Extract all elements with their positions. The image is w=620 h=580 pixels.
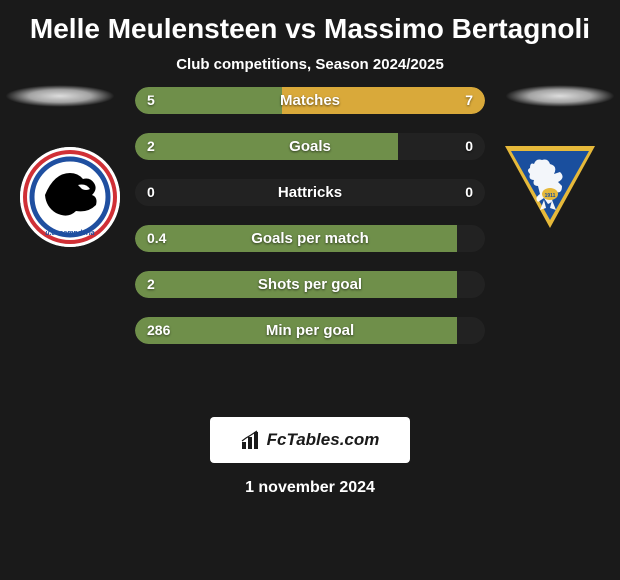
comparison-body: u.c. sampdoria 1911 5Matches72Goals00Hat… bbox=[0, 87, 620, 387]
stats-column: 5Matches72Goals00Hattricks00.4Goals per … bbox=[135, 87, 485, 344]
stat-row: 2Goals0 bbox=[135, 133, 485, 160]
footer-brand-badge: FcTables.com bbox=[210, 417, 410, 463]
stat-value-left: 0 bbox=[147, 184, 155, 200]
stat-value-left: 2 bbox=[147, 276, 155, 292]
stat-label: Min per goal bbox=[135, 322, 485, 339]
fctables-bars-icon bbox=[241, 430, 263, 450]
left-team-logo: u.c. sampdoria bbox=[20, 147, 120, 247]
svg-text:u.c. sampdoria: u.c. sampdoria bbox=[45, 230, 95, 237]
stat-row: 286Min per goal bbox=[135, 317, 485, 344]
left-shadow-ellipse bbox=[5, 85, 115, 107]
brescia-logo-icon: 1911 bbox=[500, 142, 600, 230]
stat-row: 5Matches7 bbox=[135, 87, 485, 114]
footer-brand-text: FcTables.com bbox=[267, 430, 380, 450]
stat-row: 2Shots per goal bbox=[135, 271, 485, 298]
stat-value-left: 0.4 bbox=[147, 230, 166, 246]
page-title: Melle Meulensteen vs Massimo Bertagnoli bbox=[0, 0, 620, 48]
stat-label: Hattricks bbox=[135, 184, 485, 201]
stat-value-left: 5 bbox=[147, 92, 155, 108]
stat-row: 0Hattricks0 bbox=[135, 179, 485, 206]
right-team-logo: 1911 bbox=[500, 142, 600, 230]
stat-value-right: 7 bbox=[465, 92, 473, 108]
stat-label: Shots per goal bbox=[135, 276, 485, 293]
sampdoria-logo-icon: u.c. sampdoria bbox=[20, 147, 120, 247]
stat-label: Goals per match bbox=[135, 230, 485, 247]
svg-text:1911: 1911 bbox=[545, 193, 556, 199]
stat-label: Matches bbox=[135, 92, 485, 109]
stat-value-left: 2 bbox=[147, 138, 155, 154]
right-shadow-ellipse bbox=[505, 85, 615, 107]
footer-date: 1 november 2024 bbox=[0, 479, 620, 497]
stat-row: 0.4Goals per match bbox=[135, 225, 485, 252]
page-subtitle: Club competitions, Season 2024/2025 bbox=[0, 48, 620, 79]
stat-value-right: 0 bbox=[465, 138, 473, 154]
stat-value-left: 286 bbox=[147, 322, 170, 338]
stat-value-right: 0 bbox=[465, 184, 473, 200]
stat-label: Goals bbox=[135, 138, 485, 155]
